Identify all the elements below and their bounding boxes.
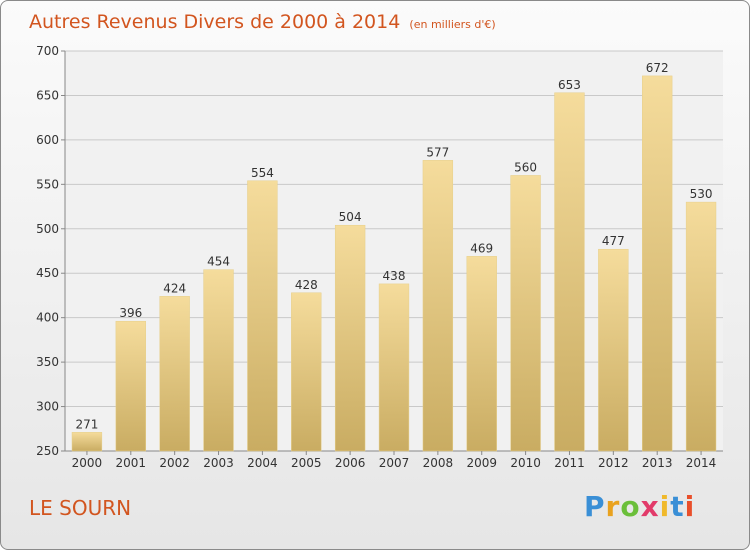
x-tick-label: 2013 — [642, 456, 673, 470]
x-tick-label: 2000 — [72, 456, 103, 470]
y-tick-label: 250 — [36, 444, 59, 458]
x-tick-label: 2004 — [247, 456, 278, 470]
logo-letter: x — [640, 490, 660, 523]
bar — [685, 201, 717, 452]
bar — [291, 292, 322, 452]
bar — [510, 175, 541, 452]
bar — [422, 160, 454, 452]
data-label: 653 — [558, 78, 581, 92]
x-tick-label: 2007 — [379, 456, 410, 470]
logo-letter: r — [605, 490, 621, 523]
x-tick-label: 2014 — [686, 456, 717, 470]
data-label: 396 — [119, 306, 142, 320]
y-tick-label: 600 — [36, 133, 59, 147]
y-tick-label: 550 — [36, 177, 59, 191]
data-label: 454 — [207, 255, 230, 269]
y-tick-label: 350 — [36, 355, 59, 369]
logo-letter: t — [670, 490, 685, 523]
x-tick-label: 2009 — [466, 456, 497, 470]
y-tick-label: 300 — [36, 400, 59, 414]
x-tick-label: 2002 — [159, 456, 190, 470]
x-tick-label: 2001 — [116, 456, 147, 470]
bar — [378, 283, 410, 452]
x-tick-label: 2011 — [554, 456, 585, 470]
x-tick-label: 2008 — [423, 456, 454, 470]
chart-title-unit: (en milliers d'€) — [409, 18, 496, 31]
logo-letter: P — [584, 490, 606, 523]
y-tick-label: 500 — [36, 222, 59, 236]
bar — [642, 75, 673, 452]
data-label: 428 — [295, 278, 318, 292]
data-label: 530 — [690, 187, 713, 201]
commune-name: LE SOURN — [29, 496, 132, 520]
x-tick-label: 2003 — [203, 456, 234, 470]
logo-letter: i — [659, 490, 671, 523]
bar — [554, 92, 585, 452]
y-tick-label: 700 — [36, 44, 59, 58]
chart-title: Autres Revenus Divers de 2000 à 2014 (en… — [29, 11, 496, 33]
bar — [71, 432, 103, 452]
proxiti-logo: Proxiti — [584, 490, 695, 523]
data-label: 438 — [383, 269, 406, 283]
x-tick-label: 2012 — [598, 456, 629, 470]
data-label: 424 — [163, 281, 186, 295]
y-tick-label: 400 — [36, 311, 59, 325]
logo-letter: o — [620, 490, 641, 523]
data-label: 469 — [470, 241, 493, 255]
x-tick-label: 2006 — [335, 456, 366, 470]
data-label: 560 — [514, 160, 537, 174]
bar — [247, 180, 278, 452]
data-label: 477 — [602, 234, 625, 248]
bar — [598, 248, 629, 452]
data-label: 554 — [251, 166, 274, 180]
bar — [334, 224, 366, 452]
data-label: 271 — [75, 417, 98, 431]
chart-title-main: Autres Revenus Divers de 2000 à 2014 — [29, 11, 401, 33]
data-label: 577 — [426, 145, 449, 159]
y-tick-label: 650 — [36, 88, 59, 102]
bar — [159, 296, 190, 452]
data-label: 504 — [339, 210, 362, 224]
bar — [466, 256, 497, 452]
y-tick-label: 450 — [36, 266, 59, 280]
x-tick-label: 2010 — [510, 456, 541, 470]
bar — [203, 269, 234, 452]
data-label: 672 — [646, 61, 669, 75]
logo-letter: i — [684, 490, 696, 523]
x-tick-label: 2005 — [291, 456, 322, 470]
bar — [115, 320, 146, 452]
